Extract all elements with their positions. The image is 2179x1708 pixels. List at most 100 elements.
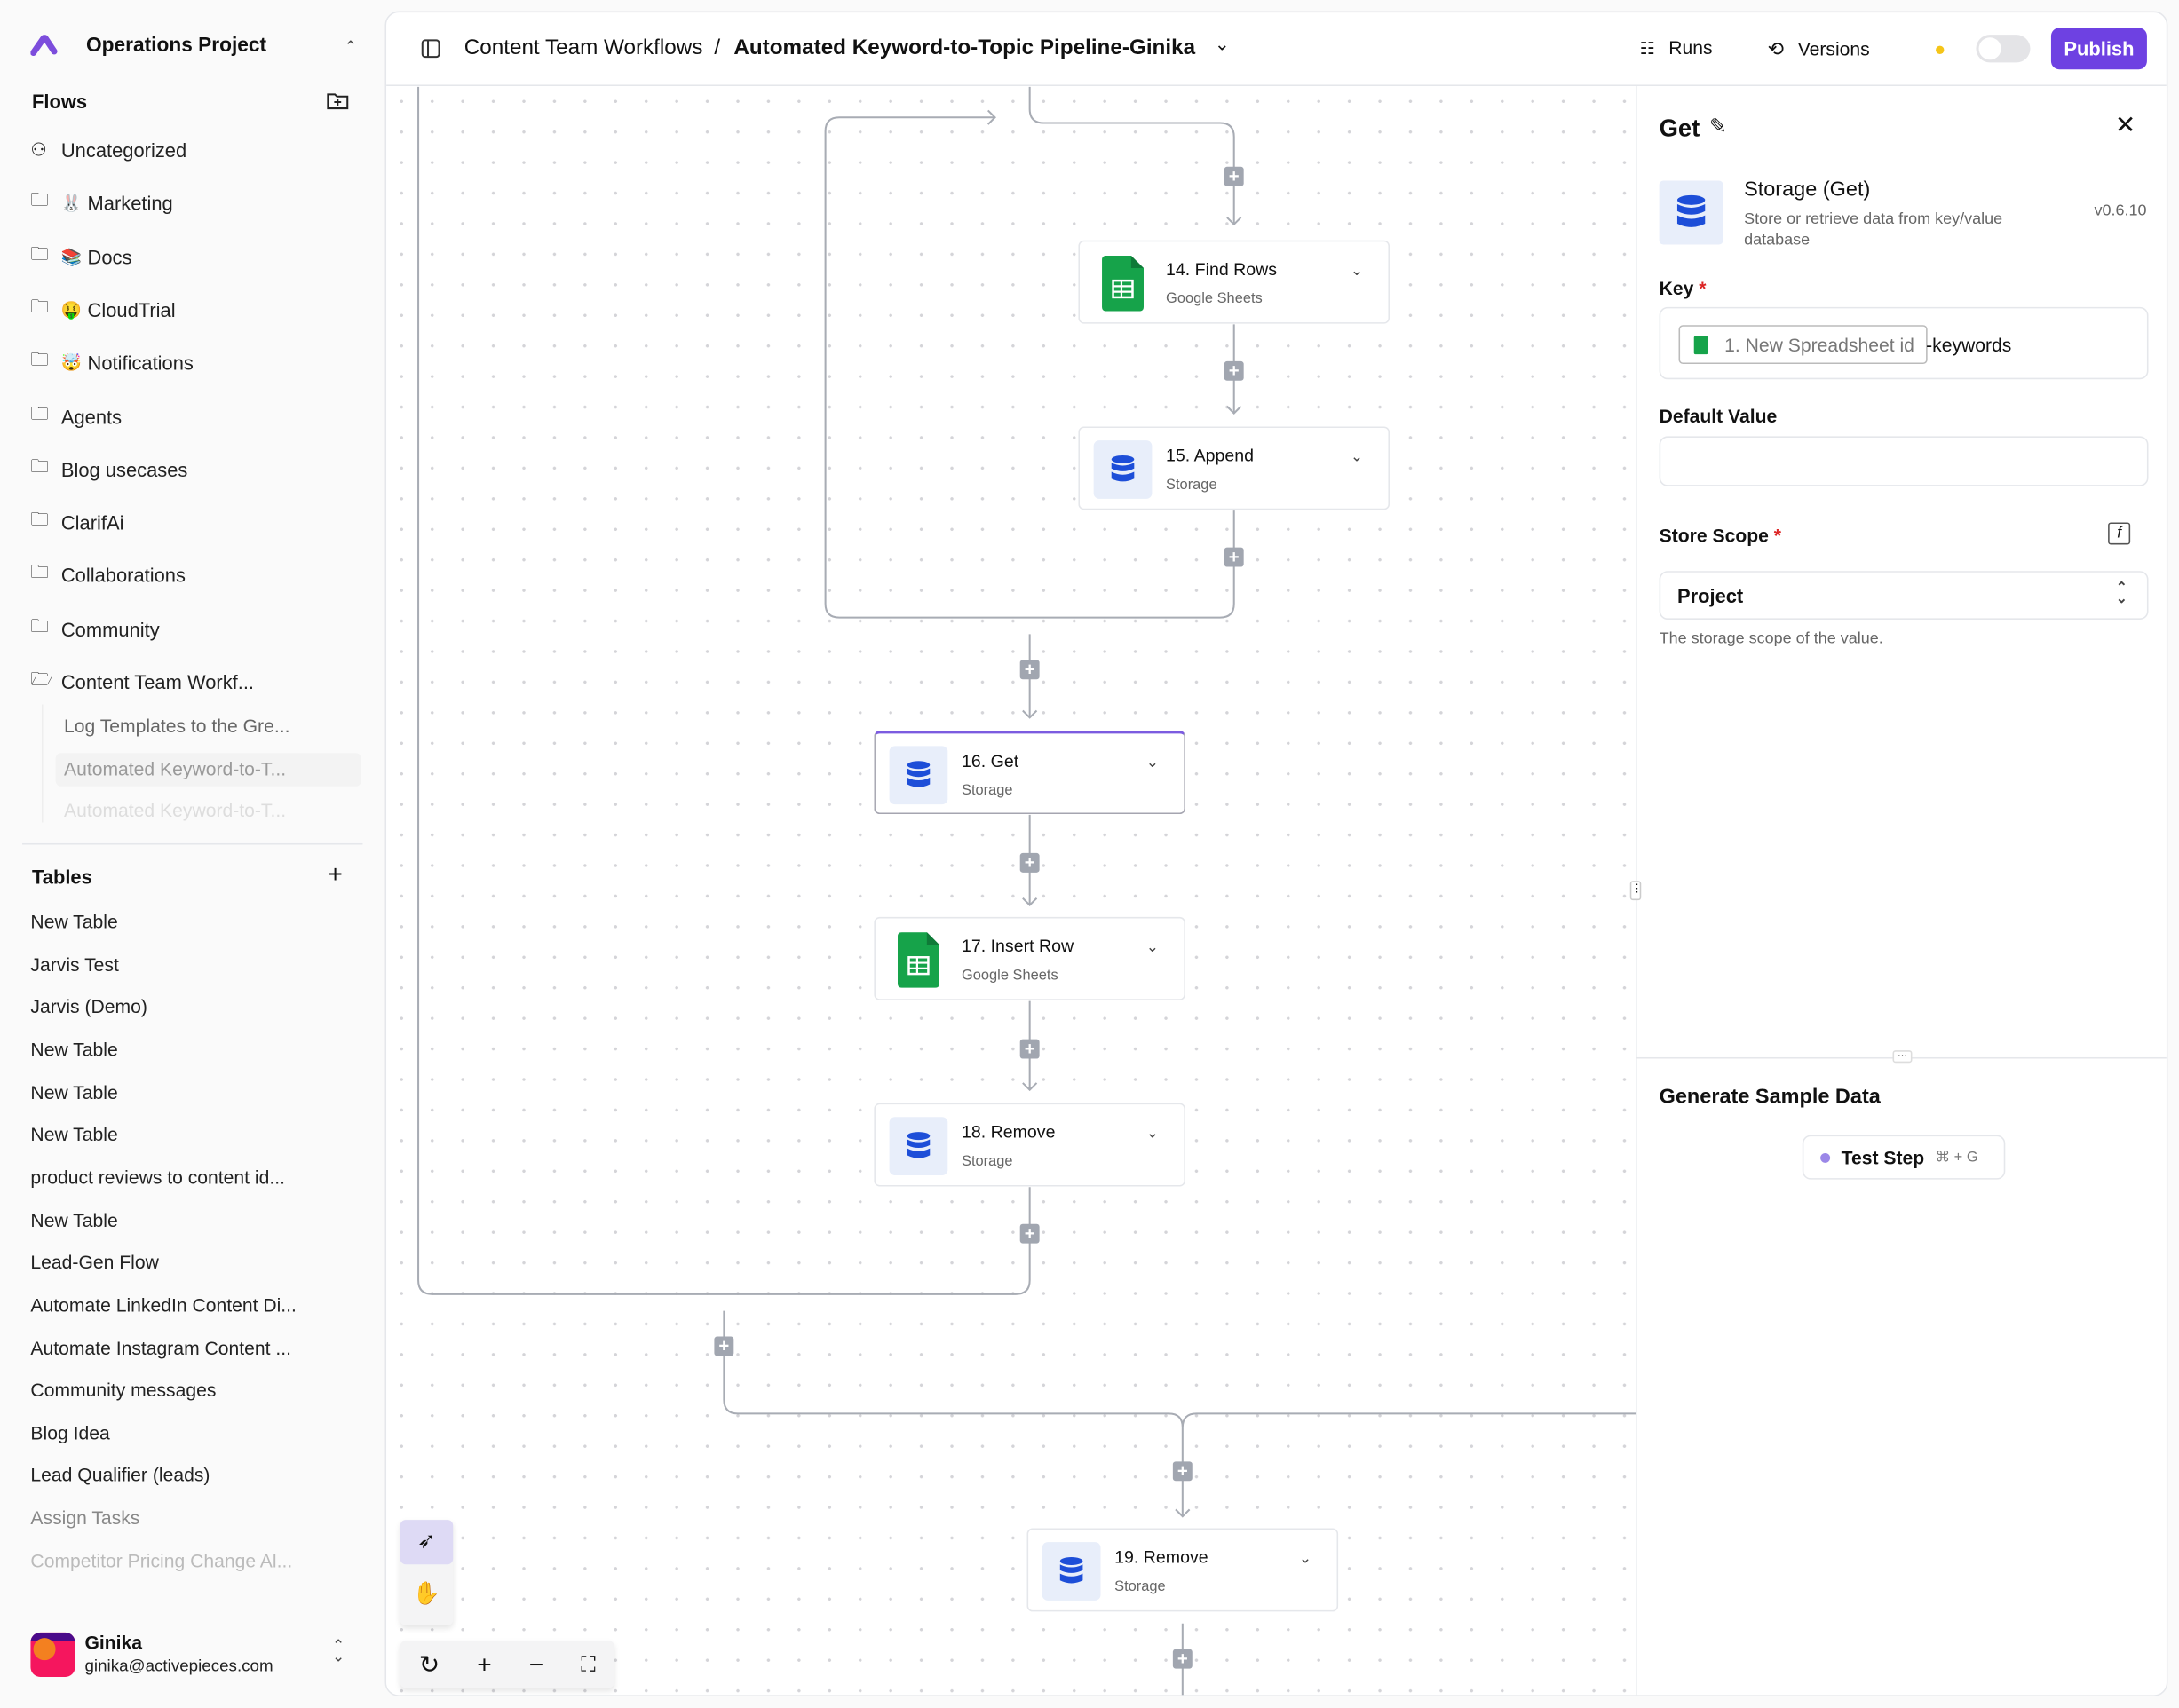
chevron-down-icon[interactable]: ⌄	[1145, 754, 1160, 771]
project-switcher[interactable]: Operations Project ⌃	[30, 30, 357, 60]
zoom-in-icon[interactable]: +	[477, 1649, 492, 1678]
store-scope-value: Project	[1676, 584, 1744, 607]
table-item[interactable]: New Table	[30, 1081, 118, 1103]
sample-data-heading: Generate Sample Data	[1659, 1085, 1881, 1109]
table-item[interactable]: New Table	[30, 1209, 118, 1230]
key-input[interactable]: 1. New Spreadsheet id -keywords	[1659, 306, 2149, 380]
folder-item[interactable]: 🗀 Community	[30, 615, 159, 643]
versions-button[interactable]: ⟲ Versions	[1768, 37, 1870, 61]
step-title[interactable]: Get	[1659, 114, 1700, 142]
add-step-button[interactable]: +	[1019, 1039, 1040, 1059]
folder-icon: 🗀	[30, 561, 49, 583]
chevron-down-icon[interactable]: ⌄	[1298, 1550, 1312, 1568]
step-settings-panel: Get ✎ ✕ Storage (Get) Store or retrieve …	[1636, 86, 2167, 1696]
project-name: Operations Project	[86, 35, 267, 58]
flow-item-active[interactable]: Automated Keyword-to-T...	[63, 758, 287, 779]
table-item[interactable]: product reviews to content id...	[30, 1166, 285, 1188]
folder-item[interactable]: 🗀 ClarifAi	[30, 509, 123, 536]
folder-item[interactable]: 🗀 📚 Docs	[30, 242, 131, 270]
flow-step-node[interactable]: 17. Insert Row Google Sheets ⌄	[874, 916, 1185, 1000]
user-menu-chevron-icon[interactable]: ⌃ ⌄	[332, 1638, 345, 1666]
add-step-button[interactable]: +	[1172, 1649, 1193, 1669]
default-value-input[interactable]	[1659, 436, 2149, 486]
edit-pencil-icon[interactable]: ✎	[1708, 115, 1727, 139]
folder-item[interactable]: 🗀 Collaborations	[30, 562, 185, 589]
add-step-button[interactable]: +	[1019, 1223, 1040, 1244]
folder-label: Docs	[87, 245, 132, 268]
table-item[interactable]: Jarvis Test	[30, 953, 119, 976]
table-item[interactable]: New Table	[30, 1124, 118, 1145]
folder-item[interactable]: 🗀 Agents	[30, 402, 122, 430]
folder-item[interactable]: ⚇ Uncategorized	[30, 136, 186, 163]
table-item[interactable]: Automate LinkedIn Content Di...	[30, 1294, 297, 1316]
store-scope-select[interactable]: Project ⌃ ⌄	[1659, 571, 2149, 620]
reset-view-icon[interactable]: ↻	[418, 1649, 440, 1678]
toggle-sidebar-icon[interactable]	[421, 39, 440, 59]
flow-step-node[interactable]: 16. Get Storage ⌄	[874, 731, 1185, 815]
enable-flow-toggle[interactable]	[1976, 35, 2031, 63]
breadcrumb-folder[interactable]: Content Team Workflows	[464, 36, 703, 60]
folder-item[interactable]: 🗀 🐰 Marketing	[30, 189, 172, 217]
user-email: ginika@activepieces.com	[84, 1656, 273, 1676]
folder-item[interactable]: 🗀 🤯 Notifications	[30, 349, 193, 376]
test-step-button[interactable]: Test Step ⌘ + G	[1802, 1135, 2006, 1180]
folder-item[interactable]: 🗁 Content Team Workf...	[30, 668, 254, 696]
dynamic-value-toggle-icon[interactable]: f	[2108, 522, 2131, 545]
key-data-chip[interactable]: 1. New Spreadsheet id	[1678, 325, 1928, 365]
chevron-down-icon[interactable]: ⌄	[1145, 1125, 1160, 1143]
flow-canvas[interactable]: + + + + + + + + + + 14. Find Rows Google Sheets ⌄ 15…	[386, 86, 1636, 1696]
flow-step-node[interactable]: 15. Append Storage ⌄	[1078, 426, 1390, 510]
flow-item[interactable]: Automated Keyword-to-T...	[63, 800, 287, 821]
zoom-out-icon[interactable]: −	[528, 1649, 544, 1678]
table-item[interactable]: Lead Qualifier (leads)	[30, 1465, 210, 1486]
key-suffix: -keywords	[1926, 335, 2012, 356]
fit-view-icon[interactable]: ⛶	[581, 1652, 596, 1677]
add-step-button[interactable]: +	[1224, 360, 1244, 381]
active-flow-highlight	[55, 753, 361, 787]
select-mode-pointer-icon[interactable]: ➶	[400, 1520, 454, 1565]
folder-icon: 🗀	[30, 402, 49, 423]
flow-title[interactable]: Automated Keyword-to-Topic Pipeline-Gini…	[733, 36, 1196, 60]
step-title: 18. Remove	[961, 1122, 1056, 1143]
piece-name: Storage (Get)	[1744, 178, 1871, 202]
add-step-button[interactable]: +	[1019, 852, 1040, 873]
flow-step-node[interactable]: 14. Find Rows Google Sheets ⌄	[1078, 240, 1390, 324]
table-item[interactable]: Automate Instagram Content ...	[30, 1337, 292, 1358]
list-icon: ☷	[1639, 38, 1655, 58]
runs-label: Runs	[1668, 37, 1713, 59]
folder-emoji: 📚	[60, 246, 83, 266]
runs-button[interactable]: ☷ Runs	[1640, 37, 1713, 58]
table-item[interactable]: New Table	[30, 911, 118, 933]
folder-label: Community	[60, 617, 160, 640]
pan-mode-hand-icon[interactable]: ✋	[412, 1582, 441, 1607]
flow-step-node[interactable]: 19. Remove Storage ⌄	[1026, 1528, 1339, 1612]
flow-item[interactable]: Log Templates to the Gre...	[63, 715, 290, 737]
add-step-button[interactable]: +	[1224, 166, 1244, 186]
table-item[interactable]: Competitor Pricing Change Al...	[30, 1550, 293, 1571]
add-step-button[interactable]: +	[1019, 660, 1040, 680]
table-item[interactable]: Lead-Gen Flow	[30, 1252, 159, 1273]
storage-icon	[1093, 440, 1153, 499]
table-item[interactable]: Assign Tasks	[30, 1507, 140, 1529]
close-icon[interactable]: ✕	[2114, 111, 2136, 139]
table-item[interactable]: New Table	[30, 1039, 118, 1060]
table-item[interactable]: Community messages	[30, 1380, 217, 1401]
folder-item[interactable]: 🗀 🤑 CloudTrial	[30, 296, 175, 323]
add-step-button[interactable]: +	[1172, 1461, 1193, 1482]
chevron-down-icon[interactable]: ⌄	[1350, 448, 1364, 466]
add-table-icon[interactable]: +	[328, 859, 343, 889]
add-step-button[interactable]: +	[1224, 547, 1244, 567]
chevron-down-icon[interactable]: ⌄	[1145, 938, 1160, 956]
new-folder-icon[interactable]	[327, 91, 349, 110]
flow-step-node[interactable]: 18. Remove Storage ⌄	[874, 1103, 1185, 1187]
folder-item[interactable]: 🗀 Blog usecases	[30, 455, 187, 483]
chevron-down-icon[interactable]: ⌄	[1350, 262, 1364, 280]
add-step-button[interactable]: +	[714, 1336, 734, 1356]
table-item[interactable]: Blog Idea	[30, 1422, 110, 1443]
canvas-resize-handle-icon[interactable]: ⋮	[1629, 881, 1643, 901]
folder-icon: 🗀	[30, 349, 49, 370]
publish-button[interactable]: Publish	[2050, 28, 2147, 70]
table-item[interactable]: Jarvis (Demo)	[30, 996, 147, 1018]
flow-menu-chevron-icon[interactable]: ⌄	[1214, 33, 1230, 55]
resize-handle-icon[interactable]: ⋯	[1892, 1050, 1913, 1064]
